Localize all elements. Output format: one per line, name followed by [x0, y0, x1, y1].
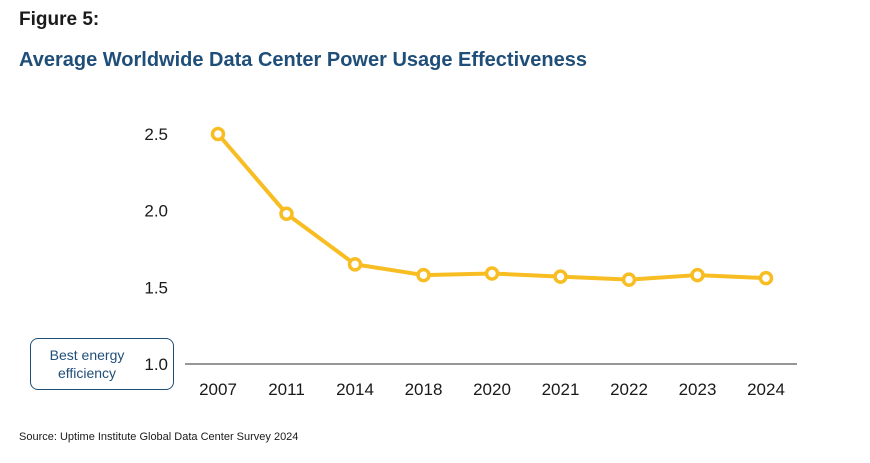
x-tick-label: 2021 — [542, 380, 580, 399]
data-points — [210, 126, 774, 287]
x-tick-label: 2014 — [336, 380, 374, 399]
x-tick-label: 2020 — [473, 380, 511, 399]
x-tick-label: 2022 — [610, 380, 648, 399]
y-tick-label: 1.5 — [144, 278, 168, 297]
callout-text: Best energy efficiency — [49, 347, 125, 381]
y-axis-ticks: 1.0 1.5 2.0 2.5 — [144, 125, 168, 374]
data-point — [758, 270, 774, 286]
chart-title: Average Worldwide Data Center Power Usag… — [19, 49, 587, 71]
x-tick-label: 2011 — [268, 380, 305, 399]
x-tick-label: 2007 — [199, 380, 237, 399]
best-energy-efficiency-callout: Best energy efficiency — [30, 338, 174, 390]
y-tick-label: 2.0 — [144, 202, 168, 221]
data-point — [484, 266, 500, 281]
x-axis-ticks: 2007 2011 2014 2018 2020 2021 2022 2023 2024 — [199, 380, 785, 399]
x-tick-label: 2018 — [405, 380, 443, 399]
x-tick-label: 2023 — [679, 380, 717, 399]
data-point — [279, 206, 294, 221]
data-point — [416, 267, 431, 283]
y-tick-label: 1.0 — [144, 355, 168, 374]
y-tick-label: 2.5 — [144, 125, 168, 144]
series-line-pue — [216, 132, 767, 282]
data-point — [621, 272, 637, 287]
source-note: Source: Uptime Institute Global Data Cen… — [19, 431, 299, 443]
data-point — [690, 267, 705, 283]
data-point — [347, 257, 363, 272]
x-tick-label: 2024 — [747, 380, 785, 399]
data-point — [210, 126, 226, 142]
figure-label: Figure 5: — [19, 9, 100, 30]
data-point — [553, 269, 568, 284]
